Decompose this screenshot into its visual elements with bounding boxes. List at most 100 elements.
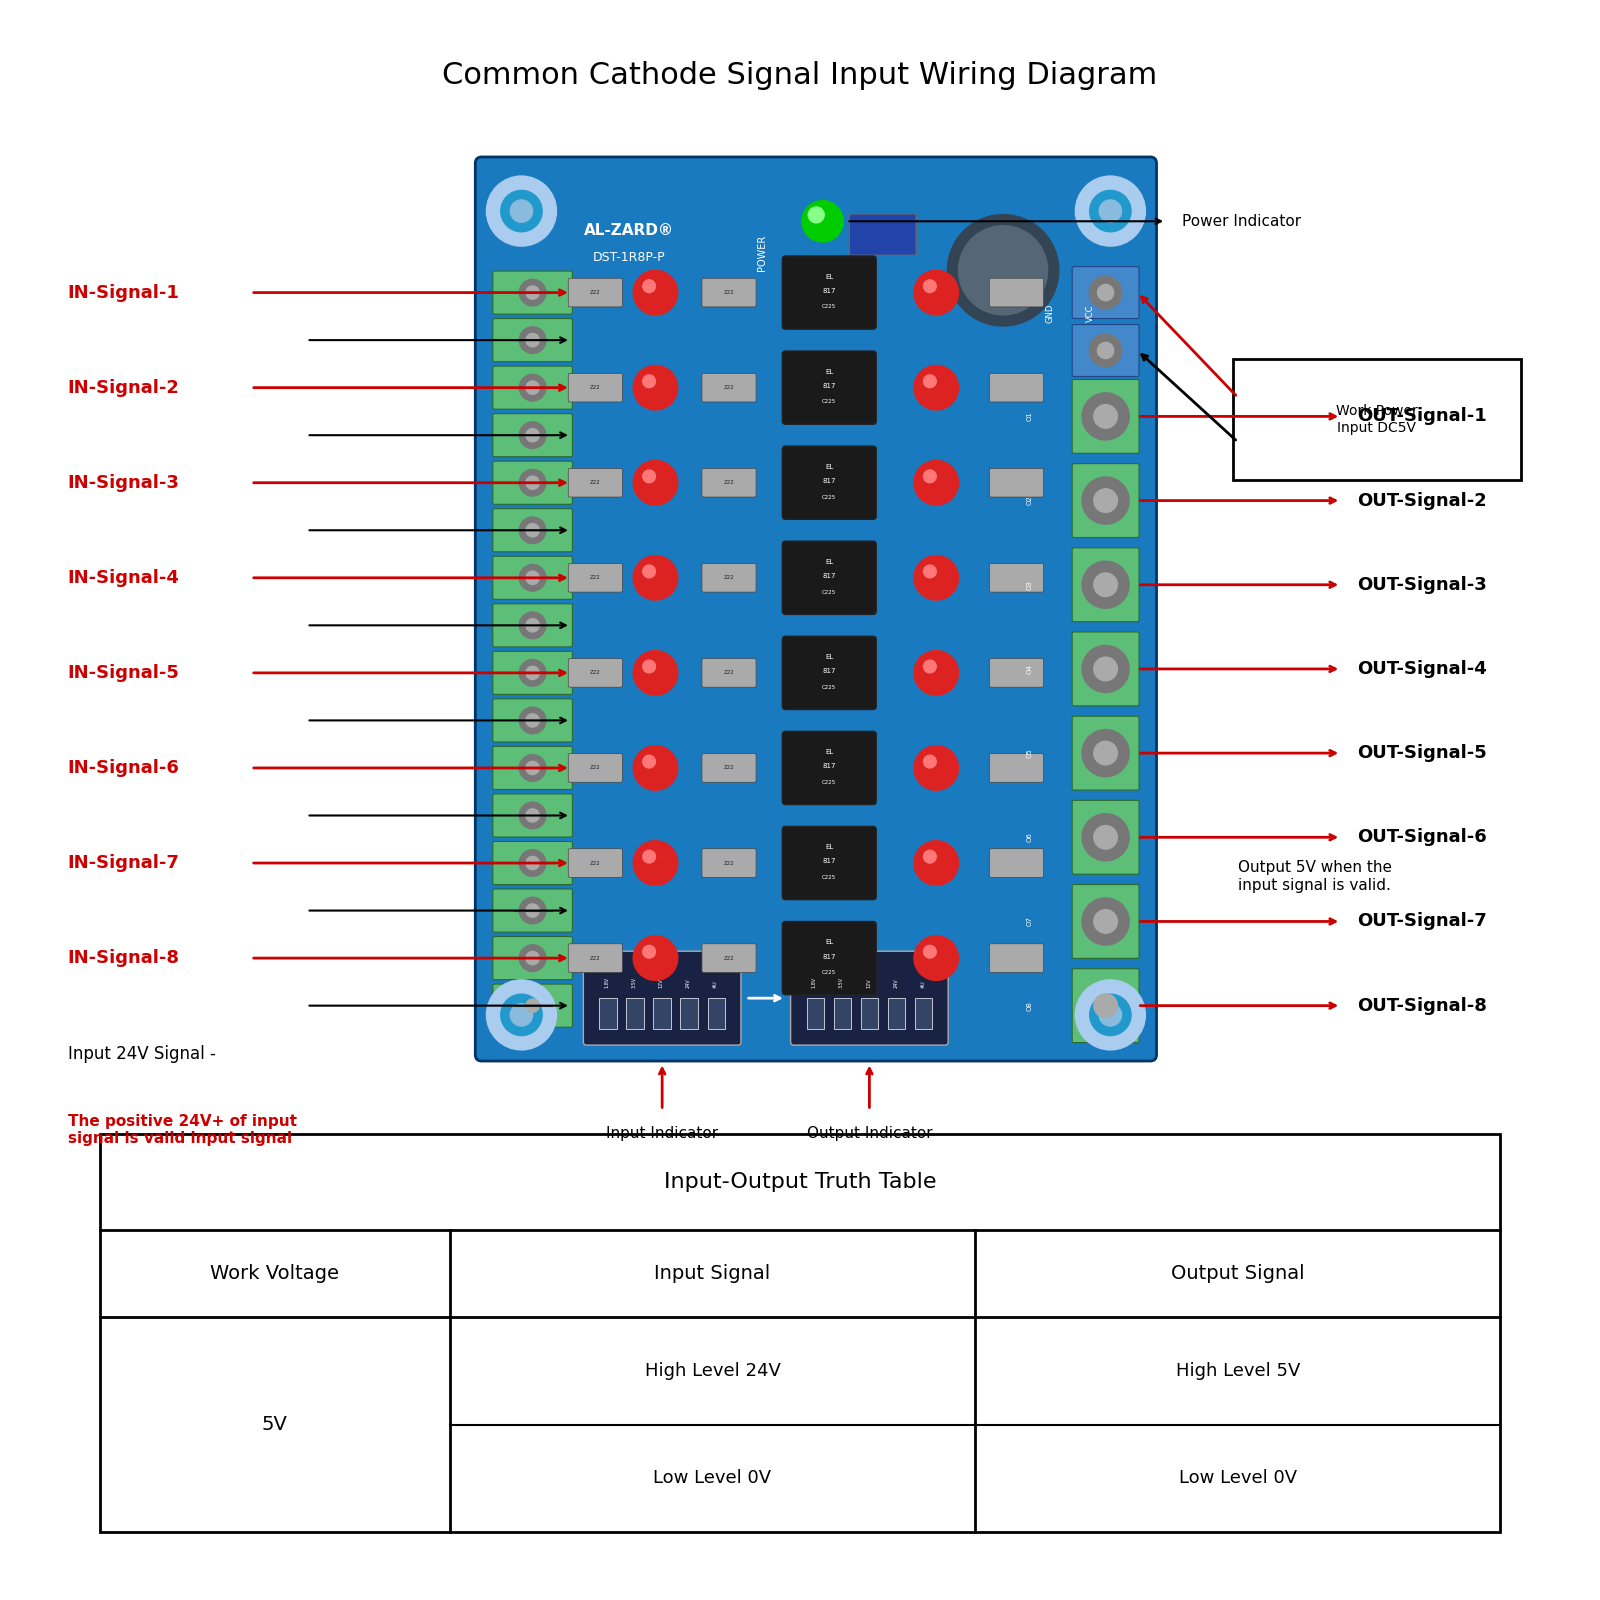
Text: OUT-Signal-1: OUT-Signal-1: [1357, 408, 1486, 426]
Text: Low Level 0V: Low Level 0V: [1179, 1469, 1296, 1488]
Text: 3.5V: 3.5V: [838, 976, 845, 987]
Text: EL: EL: [826, 464, 834, 470]
Circle shape: [526, 998, 539, 1013]
Text: EL: EL: [826, 368, 834, 374]
Circle shape: [923, 755, 936, 768]
Text: 12V: 12V: [866, 978, 870, 987]
Text: OUT-Signal-2: OUT-Signal-2: [1357, 491, 1486, 509]
Circle shape: [634, 651, 678, 694]
Text: #U: #U: [920, 981, 925, 987]
Text: 817: 817: [822, 478, 837, 485]
Text: O7: O7: [1027, 917, 1034, 926]
Text: OUT-Signal-4: OUT-Signal-4: [1357, 659, 1486, 678]
Text: Z22: Z22: [723, 670, 734, 675]
Text: Z22: Z22: [723, 955, 734, 960]
FancyBboxPatch shape: [850, 214, 917, 256]
Text: C225: C225: [822, 970, 837, 974]
FancyBboxPatch shape: [1072, 547, 1139, 622]
Text: Z22: Z22: [590, 955, 600, 960]
FancyBboxPatch shape: [782, 541, 877, 614]
Circle shape: [914, 270, 958, 315]
Text: Z22: Z22: [723, 861, 734, 866]
FancyBboxPatch shape: [584, 952, 741, 1045]
FancyBboxPatch shape: [989, 469, 1043, 498]
Circle shape: [526, 904, 539, 917]
Text: Common Cathode Signal Input Wiring Diagram: Common Cathode Signal Input Wiring Diagr…: [442, 61, 1158, 90]
Text: C225: C225: [822, 779, 837, 784]
Text: O5: O5: [1027, 749, 1034, 758]
Circle shape: [526, 571, 539, 584]
FancyBboxPatch shape: [782, 256, 877, 330]
FancyBboxPatch shape: [790, 952, 949, 1045]
Text: O4: O4: [1027, 664, 1034, 674]
Text: EL: EL: [826, 939, 834, 946]
Text: IN-Signal-5: IN-Signal-5: [67, 664, 179, 682]
Text: Z22: Z22: [723, 386, 734, 390]
FancyBboxPatch shape: [493, 603, 573, 646]
Circle shape: [1094, 573, 1117, 597]
FancyBboxPatch shape: [493, 890, 573, 933]
Circle shape: [520, 850, 546, 877]
Circle shape: [486, 176, 557, 246]
Circle shape: [1094, 994, 1117, 1018]
Text: 817: 817: [822, 573, 837, 579]
Circle shape: [802, 200, 843, 242]
FancyBboxPatch shape: [493, 318, 573, 362]
Text: 1.8V: 1.8V: [605, 976, 610, 987]
Text: 24V: 24V: [893, 978, 898, 987]
FancyBboxPatch shape: [989, 944, 1043, 973]
Text: 817: 817: [822, 954, 837, 960]
Bar: [626, 998, 643, 1029]
FancyBboxPatch shape: [1072, 632, 1139, 706]
Circle shape: [520, 659, 546, 686]
Circle shape: [526, 477, 539, 490]
Text: Z22: Z22: [723, 765, 734, 771]
FancyBboxPatch shape: [782, 350, 877, 424]
Text: GND: GND: [1045, 304, 1054, 323]
Circle shape: [634, 365, 678, 410]
Circle shape: [1094, 826, 1117, 850]
FancyBboxPatch shape: [989, 848, 1043, 877]
Circle shape: [526, 333, 539, 347]
FancyBboxPatch shape: [782, 922, 877, 995]
FancyBboxPatch shape: [702, 659, 757, 688]
Circle shape: [1094, 741, 1117, 765]
Bar: [806, 998, 824, 1029]
Text: C225: C225: [822, 875, 837, 880]
Text: EL: EL: [826, 558, 834, 565]
Text: O3: O3: [1027, 579, 1034, 590]
Text: Z22: Z22: [590, 576, 600, 581]
Circle shape: [486, 979, 557, 1050]
Circle shape: [634, 746, 678, 790]
Circle shape: [520, 565, 546, 590]
Circle shape: [520, 517, 546, 544]
Circle shape: [520, 374, 546, 402]
Circle shape: [914, 555, 958, 600]
Text: C225: C225: [822, 590, 837, 595]
Text: 817: 817: [822, 763, 837, 770]
FancyBboxPatch shape: [493, 699, 573, 742]
Circle shape: [1090, 190, 1131, 232]
Circle shape: [520, 613, 546, 638]
FancyBboxPatch shape: [989, 278, 1043, 307]
Text: 1.8V: 1.8V: [811, 976, 818, 987]
Text: C225: C225: [822, 685, 837, 690]
FancyBboxPatch shape: [702, 373, 757, 402]
Circle shape: [1099, 200, 1122, 222]
Circle shape: [634, 461, 678, 506]
Circle shape: [1094, 405, 1117, 429]
Text: 817: 817: [822, 859, 837, 864]
Text: 5V: 5V: [262, 1416, 288, 1434]
Text: Z22: Z22: [723, 480, 734, 485]
Circle shape: [520, 802, 546, 829]
FancyBboxPatch shape: [493, 557, 573, 600]
Text: O6: O6: [1027, 832, 1034, 842]
FancyBboxPatch shape: [1072, 267, 1139, 318]
Bar: [915, 998, 933, 1029]
Circle shape: [914, 461, 958, 506]
Text: 817: 817: [822, 382, 837, 389]
Circle shape: [526, 810, 539, 822]
Circle shape: [643, 374, 656, 387]
FancyBboxPatch shape: [989, 659, 1043, 688]
Circle shape: [526, 952, 539, 965]
